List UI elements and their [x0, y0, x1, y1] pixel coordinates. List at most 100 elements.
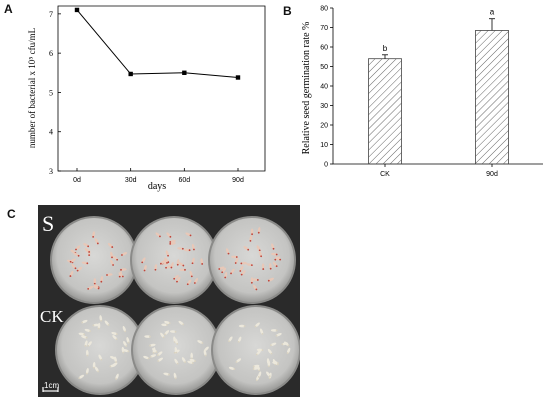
- seed-radicle: [224, 276, 227, 279]
- seed-radicle: [269, 267, 272, 270]
- seed-radicle: [93, 366, 95, 369]
- seed-radicle: [97, 287, 100, 290]
- panel-a-x-tick-label: 30d: [125, 177, 137, 184]
- seed: [179, 268, 186, 272]
- seed-radicle: [162, 336, 165, 339]
- seed-radicle: [159, 235, 161, 238]
- seed-radicle: [193, 282, 196, 284]
- seed: [92, 361, 96, 369]
- seed-radicle: [261, 333, 264, 335]
- seed-radicle: [240, 262, 243, 265]
- seed-radicle: [193, 248, 195, 251]
- panel-a-x-ticks: 0d 30d 60d 90d: [73, 168, 244, 184]
- panel-b-significance-letter: a: [490, 8, 495, 17]
- panel-b-y-tick-label: 30: [320, 103, 328, 110]
- seed: [92, 323, 100, 327]
- seed-radicle: [258, 249, 261, 252]
- seed-radicle: [247, 248, 250, 251]
- seed-radicle: [276, 362, 279, 364]
- seed-radicle: [189, 234, 192, 237]
- seed-radicle: [115, 378, 118, 380]
- seed-radicle: [260, 255, 263, 258]
- seed: [267, 360, 271, 367]
- seed-radicle: [252, 365, 255, 368]
- panel-a-data-point: [128, 71, 133, 77]
- seed: [231, 255, 238, 259]
- seed-radicle: [75, 248, 77, 251]
- petri-dish: [210, 218, 294, 302]
- seed-radicle: [204, 354, 207, 357]
- seed-radicle: [255, 379, 258, 382]
- row-label-ck: CK: [40, 307, 64, 326]
- seed: [110, 251, 113, 259]
- petri-dish: [52, 218, 136, 302]
- seed-radicle: [125, 345, 128, 347]
- seed-radicle: [149, 355, 152, 358]
- seed-radicle: [286, 352, 289, 354]
- seed-radicle: [169, 242, 172, 245]
- seed-radicle: [77, 254, 80, 257]
- seed-radicle: [243, 325, 246, 328]
- seed-radicle: [121, 254, 123, 256]
- seed-radicle: [168, 373, 170, 376]
- seed: [92, 231, 95, 238]
- seed-radicle: [234, 262, 237, 264]
- seed-radicle: [275, 329, 278, 332]
- seed-radicle: [85, 372, 88, 375]
- panel-b-y-tick-label: 40: [320, 84, 328, 91]
- seed-radicle: [115, 333, 118, 336]
- panel-b-y-axis-label: Relative seed germination rate %: [301, 22, 312, 155]
- seed-radicle: [141, 261, 144, 264]
- row-label-s: S: [42, 211, 54, 236]
- seed-radicle: [176, 362, 179, 365]
- seed-radicle: [262, 268, 265, 270]
- seed-radicle: [275, 334, 278, 337]
- seed-radicle: [83, 333, 86, 336]
- seed-radicle: [88, 254, 91, 257]
- seed-radicle: [78, 377, 81, 380]
- panel-a-data-point: [182, 70, 187, 75]
- seed-radicle: [201, 342, 204, 344]
- seed-radicle: [76, 269, 79, 272]
- seed-radicle: [87, 344, 90, 347]
- seed-radicle: [176, 342, 179, 345]
- seed-radicle: [182, 323, 185, 326]
- seed: [250, 228, 254, 235]
- seed-radicle: [257, 376, 260, 378]
- seed-radicle: [287, 344, 290, 347]
- seed-radicle: [281, 343, 284, 346]
- panel-a-y-tick-label: 5: [49, 88, 53, 97]
- seed: [177, 247, 184, 250]
- seed-radicle: [100, 358, 103, 361]
- seed-radicle: [276, 363, 279, 366]
- seed-radicle: [127, 341, 130, 344]
- seed-radicle: [87, 245, 90, 248]
- seed-radicle: [164, 333, 166, 336]
- petri-dish: [57, 307, 143, 393]
- seed-radicle: [268, 377, 271, 380]
- seed-radicle: [194, 360, 196, 362]
- seed-radicle: [181, 247, 184, 250]
- panel-a-y-tick-label: 4: [49, 128, 53, 137]
- seed: [169, 330, 177, 333]
- seed-radicle: [118, 275, 121, 278]
- seed: [190, 352, 193, 360]
- panel-a-y-tick-label: 7: [49, 10, 53, 19]
- seed-radicle: [221, 271, 224, 274]
- seed: [257, 227, 261, 234]
- seed: [271, 252, 278, 256]
- seed: [269, 263, 272, 270]
- seed: [93, 278, 97, 285]
- seed-radicle: [279, 258, 282, 261]
- seed-radicle: [169, 235, 172, 238]
- seed-radicle: [249, 239, 252, 242]
- seed-radicle: [182, 264, 185, 267]
- seed-radicle: [235, 256, 238, 258]
- panel-b-axis-lines: [332, 8, 543, 165]
- seed-marks: [67, 227, 291, 382]
- seed-radicle: [92, 324, 95, 327]
- seed-radicle: [268, 375, 271, 378]
- seed-radicle: [160, 262, 162, 265]
- seed-radicle: [167, 254, 169, 257]
- panel-b-y-tick-label: 50: [320, 64, 328, 71]
